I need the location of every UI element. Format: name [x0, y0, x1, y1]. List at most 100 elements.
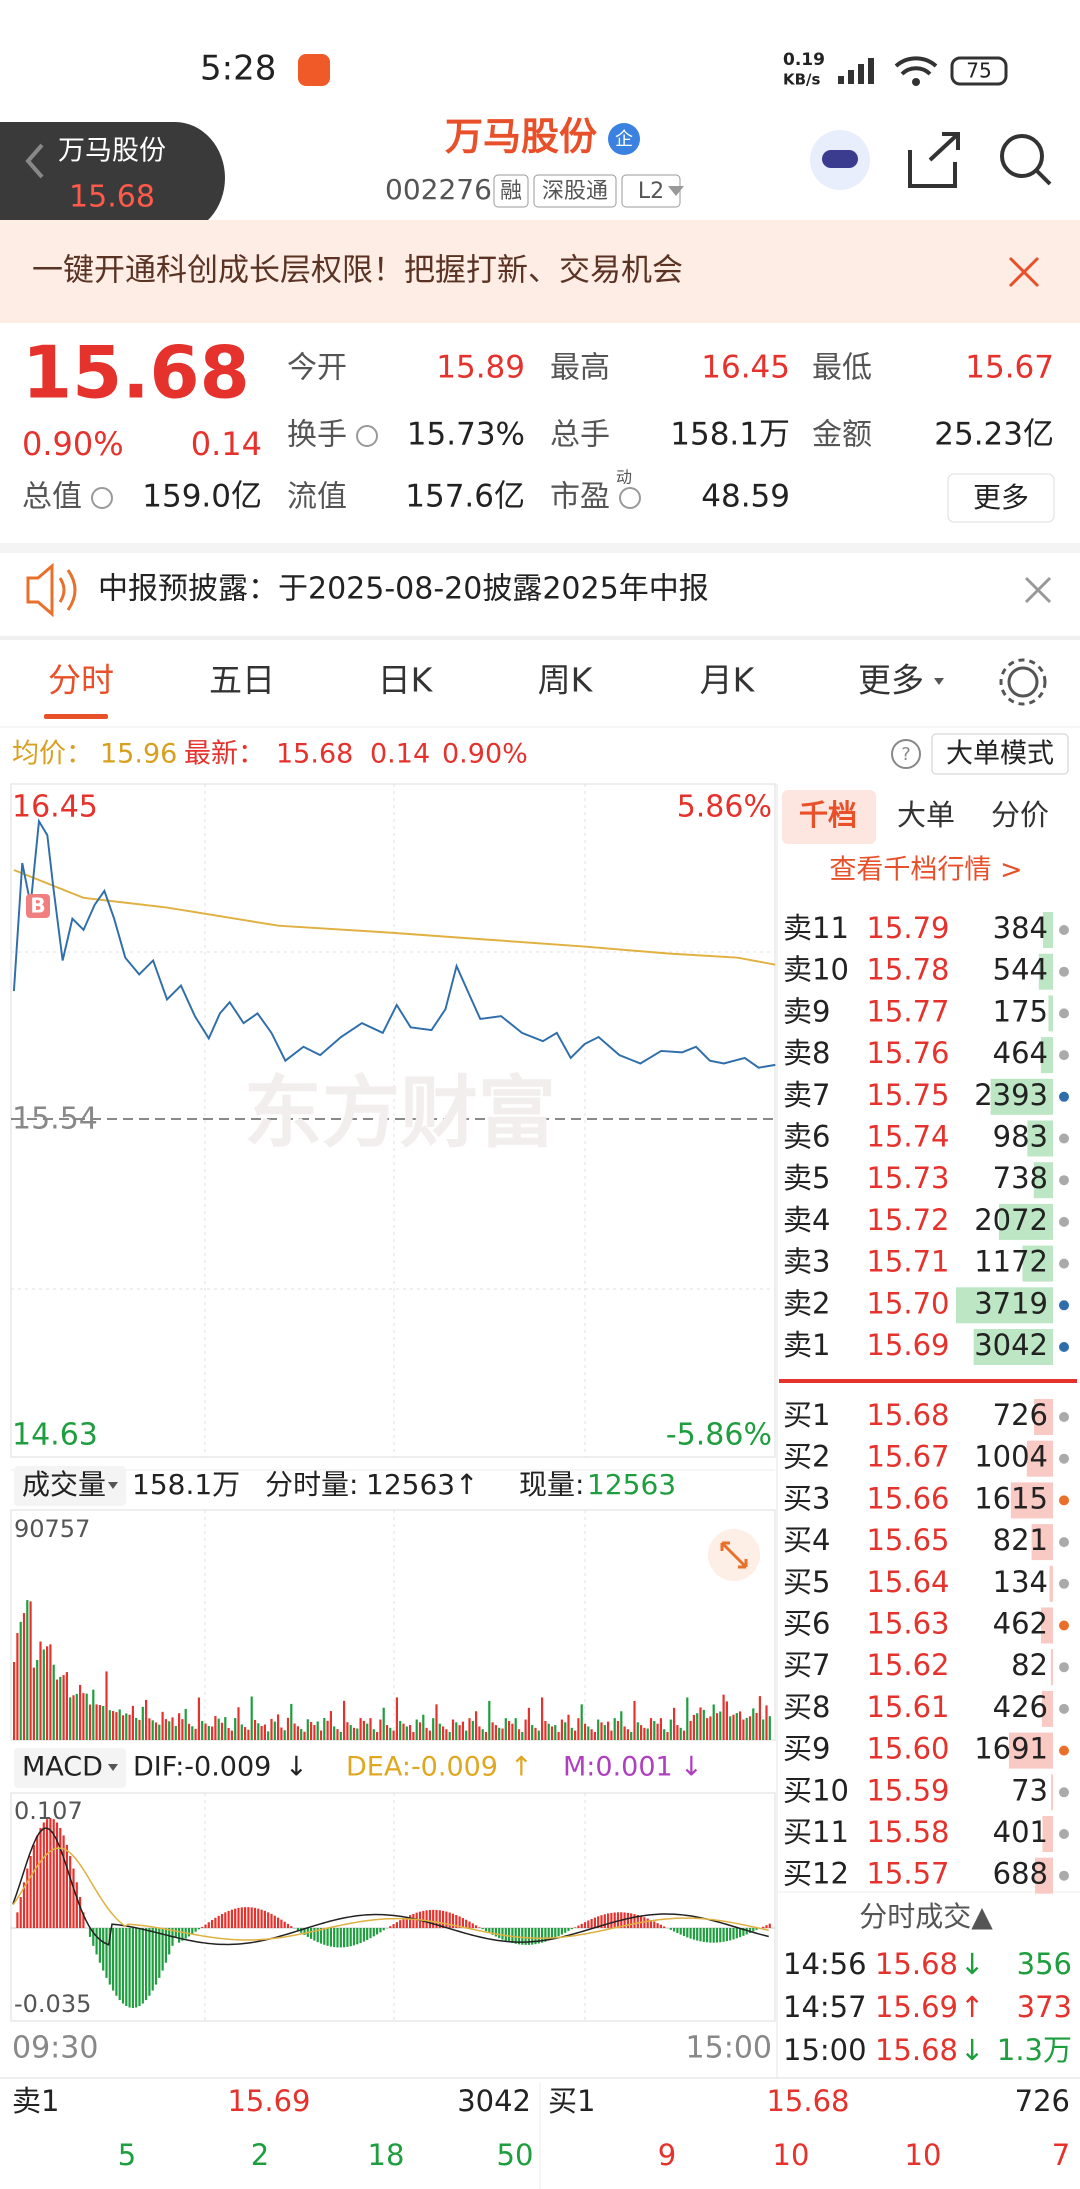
- trades-title[interactable]: 分时成交▲: [859, 1900, 993, 1933]
- volume-label[interactable]: 成交量: [22, 1468, 106, 1501]
- volume-bar: [326, 1720, 329, 1740]
- latest-pct: 0.90%: [442, 739, 528, 770]
- help-icon[interactable]: [891, 739, 921, 769]
- volume-bar: [286, 1717, 290, 1740]
- macd-bar: [313, 1928, 316, 1941]
- book-qty: 134: [993, 1565, 1048, 1599]
- volume-bar: [26, 1600, 29, 1740]
- volume-bar: [616, 1720, 620, 1740]
- macd-bar: [745, 1928, 748, 1935]
- order-count: 2: [251, 2138, 269, 2172]
- bottom-buy-qty: 726: [1015, 2084, 1070, 2118]
- volume-bar: [141, 1706, 144, 1740]
- tab[interactable]: 更多: [858, 661, 924, 700]
- book-dot: [1059, 966, 1069, 977]
- tab[interactable]: 月K: [700, 661, 756, 700]
- book-dot: [1059, 1537, 1069, 1548]
- back-name[interactable]: 万马股份: [58, 136, 166, 167]
- macd-bar: [362, 1928, 365, 1942]
- volume-bar: [296, 1726, 299, 1740]
- book-tab[interactable]: 分价: [991, 798, 1049, 832]
- book-price: 15.60: [866, 1732, 949, 1766]
- settings-gear[interactable]: [999, 658, 1047, 706]
- qty-bar: [1008, 1732, 1053, 1769]
- macd-bar: [412, 1913, 415, 1928]
- share-icon[interactable]: [908, 132, 960, 188]
- volume-bar: [752, 1708, 755, 1740]
- macd-bar: [148, 1928, 151, 1996]
- volume-bar: [597, 1719, 600, 1740]
- back-chevron[interactable]: [25, 143, 44, 179]
- macd-bar: [72, 1868, 75, 1928]
- more-button-label[interactable]: 更多: [973, 481, 1029, 514]
- macd-bar: [762, 1926, 765, 1928]
- expand-arrows: [720, 1541, 748, 1569]
- book-link[interactable]: 查看千档行情 >: [829, 855, 1022, 886]
- change: 0.14: [191, 425, 262, 463]
- macd-bar: [118, 1928, 121, 2001]
- mode-button[interactable]: [931, 733, 1069, 775]
- book-dot: [1059, 1787, 1069, 1798]
- mode-label[interactable]: 大单模式: [946, 739, 1054, 770]
- volume-bar: [643, 1727, 646, 1740]
- book-dot: [1059, 1300, 1069, 1311]
- tab[interactable]: 分时: [48, 661, 114, 700]
- xian-label: 现量:: [519, 1468, 584, 1501]
- back-pill[interactable]: [0, 122, 225, 234]
- notice-close[interactable]: [1024, 576, 1052, 604]
- volume-bar: [699, 1707, 702, 1740]
- macd-bar: [534, 1928, 537, 1945]
- volume-bar: [376, 1731, 379, 1740]
- macd-bar: [181, 1928, 184, 1941]
- macd-bar: [135, 1928, 138, 2008]
- more-button[interactable]: [947, 473, 1055, 523]
- volume-bar: [211, 1726, 214, 1740]
- banner-text[interactable]: 一键开通科创成长层权限！把握打新、交易机会: [32, 253, 683, 289]
- tab[interactable]: 日K: [378, 661, 434, 700]
- settings-icon[interactable]: [1007, 666, 1039, 698]
- macd-bar: [653, 1921, 656, 1928]
- search-icon[interactable]: [1000, 134, 1044, 178]
- volume-bar: [227, 1727, 230, 1740]
- macd-bar: [161, 1928, 164, 1971]
- notice-text[interactable]: 中报预披露：于2025-08-20披露2025年中报: [98, 572, 709, 607]
- volume-bar: [603, 1725, 606, 1740]
- banner-bg[interactable]: [0, 220, 1080, 323]
- tag: 深股通: [542, 179, 608, 204]
- volume-bar: [69, 1697, 72, 1740]
- volume-bar: [504, 1718, 507, 1740]
- volume-bar: [112, 1711, 115, 1740]
- tab[interactable]: 五日: [209, 661, 275, 700]
- macd-bar: [402, 1918, 405, 1928]
- macd-select[interactable]: [14, 1748, 126, 1788]
- volume-bar: [415, 1719, 418, 1740]
- macd-bar: [458, 1916, 461, 1928]
- macd-bar: [359, 1928, 362, 1944]
- book-tab[interactable]: 千档: [799, 798, 857, 832]
- volume-select[interactable]: [14, 1466, 126, 1506]
- volume-bar: [531, 1725, 534, 1740]
- book-qty: 3719: [974, 1286, 1048, 1320]
- volume-bar: [498, 1727, 501, 1740]
- volume-bar: [577, 1718, 580, 1740]
- volume-bar: [244, 1727, 247, 1740]
- volume-bar: [607, 1721, 610, 1740]
- macd-bar: [227, 1910, 230, 1928]
- macd-label[interactable]: MACD: [22, 1752, 103, 1783]
- qty-bar: [990, 1078, 1053, 1115]
- volume-bar: [125, 1713, 128, 1740]
- volume-bar: [702, 1709, 705, 1740]
- banner-close[interactable]: [1008, 256, 1040, 288]
- back-price[interactable]: 15.68: [69, 180, 155, 215]
- macd-bar: [752, 1928, 755, 1932]
- book-dot: [1059, 1412, 1069, 1422]
- tab[interactable]: 周K: [538, 661, 594, 700]
- macd-bar: [498, 1928, 501, 1939]
- tag-box: [621, 174, 681, 208]
- volume-bar: [82, 1693, 85, 1740]
- dropdown-arrow[interactable]: [668, 186, 684, 196]
- book-label: 卖10: [783, 953, 849, 987]
- book-tab[interactable]: 大单: [897, 798, 955, 832]
- volume-bar: [194, 1728, 197, 1740]
